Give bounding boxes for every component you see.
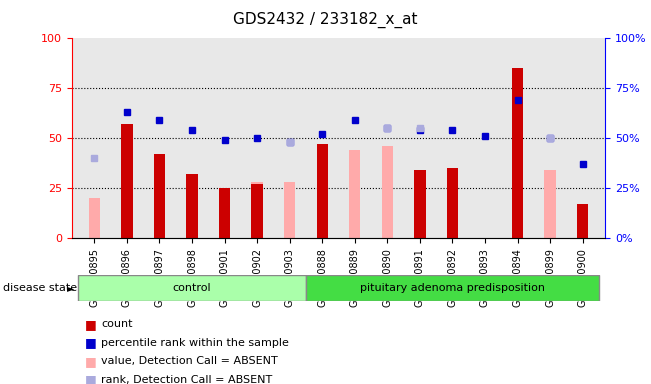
Bar — [306, 275, 599, 301]
Text: rank, Detection Call = ABSENT: rank, Detection Call = ABSENT — [101, 375, 272, 384]
Bar — [78, 275, 306, 301]
Bar — [121, 124, 133, 238]
Bar — [349, 150, 361, 238]
Bar — [577, 204, 589, 238]
Text: ■: ■ — [85, 355, 96, 368]
Bar — [512, 68, 523, 238]
Text: percentile rank within the sample: percentile rank within the sample — [101, 338, 289, 348]
Bar — [316, 144, 328, 238]
Bar — [414, 170, 426, 238]
Text: disease state: disease state — [3, 283, 77, 293]
Bar — [89, 198, 100, 238]
Bar — [447, 168, 458, 238]
Text: ■: ■ — [85, 318, 96, 331]
Bar — [154, 154, 165, 238]
Bar — [284, 182, 296, 238]
Bar — [381, 146, 393, 238]
Bar — [186, 174, 198, 238]
Text: ■: ■ — [85, 336, 96, 349]
Text: ■: ■ — [85, 373, 96, 384]
Text: control: control — [173, 283, 212, 293]
Text: count: count — [101, 319, 132, 329]
Text: value, Detection Call = ABSENT: value, Detection Call = ABSENT — [101, 356, 278, 366]
Bar — [544, 170, 556, 238]
Bar — [219, 188, 230, 238]
Bar — [251, 184, 263, 238]
Text: GDS2432 / 233182_x_at: GDS2432 / 233182_x_at — [233, 12, 418, 28]
Bar — [251, 182, 263, 238]
Text: ►: ► — [67, 283, 75, 293]
Text: pituitary adenoma predisposition: pituitary adenoma predisposition — [360, 283, 545, 293]
